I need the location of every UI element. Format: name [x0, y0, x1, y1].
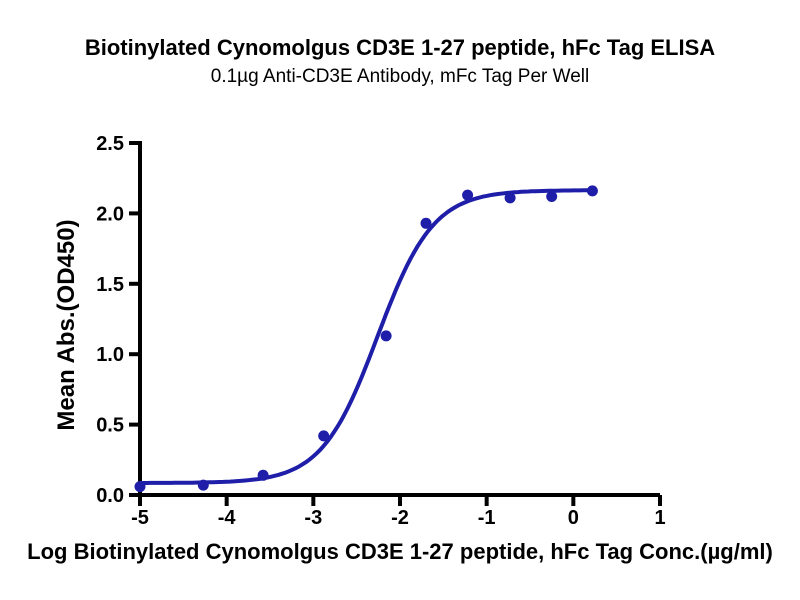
y-tick-label: 0.5 — [96, 415, 124, 437]
data-series — [134, 185, 598, 493]
x-tick-label: -1 — [478, 507, 496, 529]
data-point — [197, 479, 209, 491]
fit-curve — [138, 188, 595, 485]
x-tick-label: -3 — [304, 507, 322, 529]
y-axis-label: Mean Abs.(OD450) — [53, 219, 80, 430]
x-tick-label: -2 — [391, 507, 409, 529]
x-tick-label: -5 — [131, 507, 149, 529]
y-tick-label: 2.5 — [96, 133, 124, 155]
data-point — [586, 185, 598, 197]
data-point — [318, 430, 330, 442]
data-point — [504, 192, 516, 204]
data-point — [380, 330, 392, 342]
y-tick-label: 2.0 — [96, 203, 124, 225]
axes: -5 -4 -3 -2 -1 0 1 0.0 0.5 1.0 1.5 2.0 2.5 — [96, 133, 665, 529]
data-point — [134, 481, 146, 493]
data-point — [257, 469, 269, 481]
y-tick-label: 1.5 — [96, 274, 124, 296]
data-point — [462, 189, 474, 201]
x-axis-label: Log Biotinylated Cynomolgus CD3E 1-27 pe… — [27, 539, 773, 564]
y-tick-label: 0.0 — [96, 485, 124, 507]
chart-title: Biotinylated Cynomolgus CD3E 1-27 peptid… — [85, 35, 715, 60]
y-tick-label: 1.0 — [96, 344, 124, 366]
x-tick-label: 1 — [654, 507, 665, 529]
x-tick-label: 0 — [568, 507, 579, 529]
data-point — [420, 217, 432, 229]
axis-lines — [138, 141, 660, 497]
data-point — [546, 191, 558, 202]
x-tick-label: -4 — [218, 507, 237, 529]
chart-subtitle: 0.1µg Anti-CD3E Antibody, mFc Tag Per We… — [211, 66, 589, 87]
